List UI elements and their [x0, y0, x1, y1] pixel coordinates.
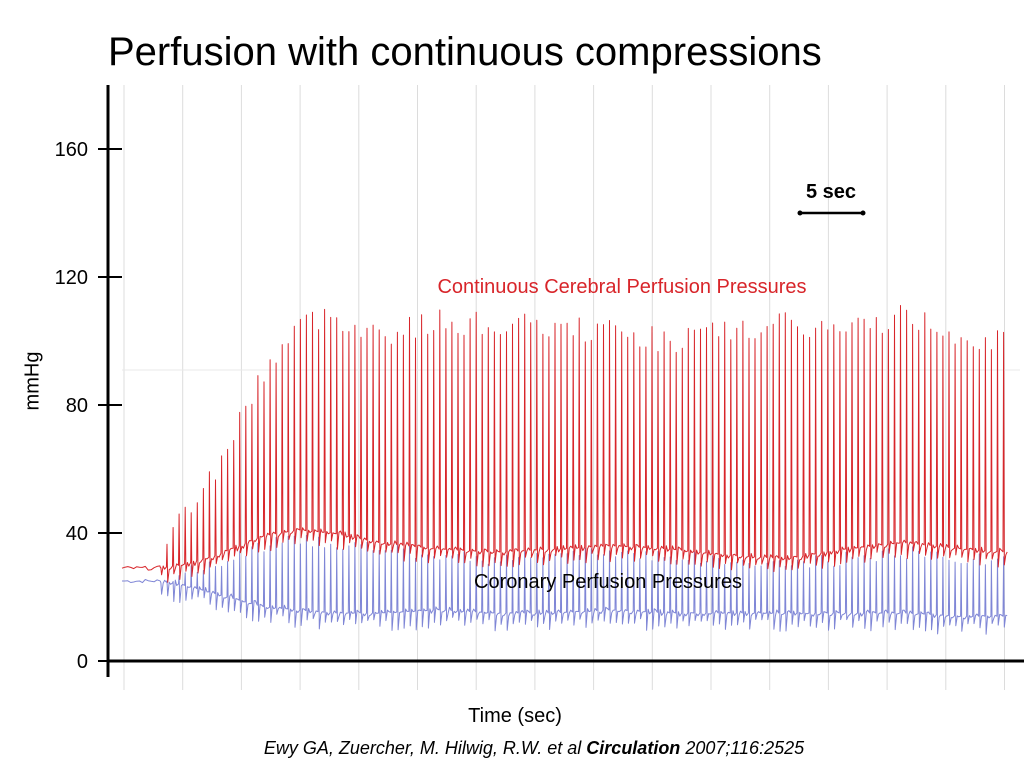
coronary-pressure-line [122, 534, 1008, 635]
coronary-series [122, 534, 1008, 635]
scale-bar-end [797, 210, 803, 216]
y-axis-label: mmHg [21, 351, 44, 411]
cerebral-series [121, 305, 1008, 583]
axes: 0 40 80 120 160 [55, 85, 1024, 677]
coronary-label: Coronary Perfusion Pressures [474, 571, 742, 593]
scale-bar-label: 5 sec [806, 181, 856, 203]
y-tick-label: 160 [55, 139, 88, 161]
y-tick-label: 120 [55, 267, 88, 289]
y-tick-label: 80 [66, 395, 88, 417]
cerebral-label: Continuous Cerebral Perfusion Pressures [437, 276, 806, 298]
y-tick-label: 0 [77, 651, 88, 673]
page-title: Perfusion with continuous compressions [108, 30, 822, 74]
vertical-grid [122, 85, 1020, 690]
citation: Ewy GA, Zuercher, M. Hilwig, R.W. et al … [264, 738, 804, 759]
citation-journal: Circulation [586, 738, 681, 758]
x-axis-label: Time (sec) [468, 705, 562, 727]
citation-authors: Ewy GA, Zuercher, M. Hilwig, R.W. et al [263, 738, 582, 758]
citation-ref: 2007;116:2525 [685, 738, 805, 758]
y-tick-label: 40 [66, 523, 88, 545]
cerebral-pressure-line [121, 305, 1008, 583]
scale-bar-end [860, 210, 866, 216]
annotations: Continuous Cerebral Perfusion Pressures C… [437, 181, 866, 593]
